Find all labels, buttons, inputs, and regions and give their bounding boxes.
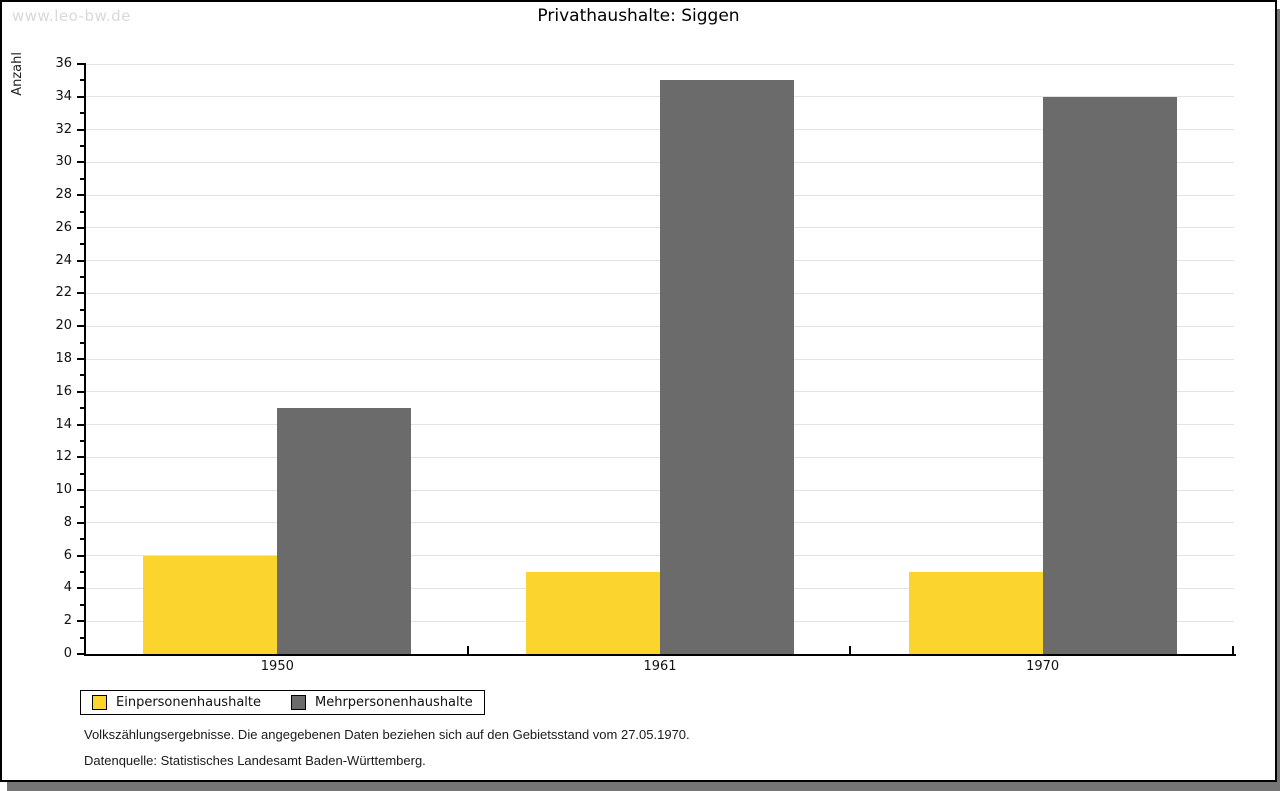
y-minor-tick — [80, 439, 86, 442]
y-major-tick — [77, 194, 86, 197]
y-minor-tick — [80, 603, 86, 606]
bar-mehrpersonenhaushalte-1961 — [660, 80, 794, 654]
x-axis-line — [84, 654, 1236, 656]
bar-einpersonenhaushalte-1961 — [526, 572, 660, 654]
y-tick-label: 24 — [55, 252, 72, 268]
y-major-tick — [77, 95, 86, 98]
y-tick-label: 6 — [63, 547, 72, 563]
y-major-tick — [77, 358, 86, 360]
y-tick-label: 2 — [63, 613, 72, 629]
x-separator-tick — [466, 646, 469, 654]
legend-item-einpersonenhaushalte: Einpersonenhaushalte — [92, 695, 261, 710]
y-minor-tick — [80, 177, 86, 180]
y-minor-tick — [80, 112, 86, 115]
y-major-tick — [77, 620, 86, 623]
y-minor-tick — [80, 505, 86, 508]
y-minor-tick — [80, 243, 86, 246]
y-tick-label: 20 — [55, 318, 72, 334]
legend: Einpersonenhaushalte Mehrpersonenhaushal… — [80, 690, 485, 715]
bar-mehrpersonenhaushalte-1970 — [1042, 96, 1177, 654]
y-tick-label: 12 — [55, 449, 72, 465]
y-major-tick — [77, 259, 86, 262]
bar-einpersonenhaushalte-1950 — [143, 555, 278, 654]
y-minor-tick — [80, 341, 86, 344]
y-major-tick — [77, 161, 86, 164]
y-tick-label: 14 — [55, 416, 72, 432]
y-major-tick — [77, 292, 86, 295]
y-tick-label: 32 — [55, 121, 72, 137]
y-major-tick — [77, 554, 86, 557]
y-minor-tick — [80, 144, 86, 147]
y-tick-label: 0 — [63, 646, 72, 661]
legend-swatch-mehrpersonenhaushalte — [291, 695, 306, 710]
y-major-tick — [77, 226, 86, 229]
y-tick-label: 10 — [55, 482, 72, 498]
y-minor-tick — [80, 407, 86, 410]
y-major-tick — [77, 128, 86, 131]
chart-title: Privathaushalte: Siggen — [537, 6, 740, 26]
legend-swatch-einpersonenhaushalte — [92, 695, 107, 710]
y-major-tick — [77, 521, 86, 524]
y-major-tick — [77, 423, 86, 426]
y-major-tick — [77, 456, 86, 459]
bar-einpersonenhaushalte-1970 — [908, 572, 1043, 654]
y-minor-tick — [80, 571, 86, 574]
y-minor-tick — [80, 79, 86, 82]
y-major-tick — [77, 63, 86, 65]
y-tick-label: 22 — [55, 285, 72, 301]
y-major-tick — [77, 587, 86, 590]
y-tick-label: 28 — [55, 187, 72, 203]
plot-area: 1950 1961 1970 0 2 4 6 8 10 12 14 16 18 20 22 24 26 28 30 3… — [2, 2, 1275, 780]
y-minor-tick — [80, 472, 86, 475]
y-major-tick — [77, 390, 86, 393]
y-tick-label: 18 — [55, 351, 72, 366]
y-tick-label: 8 — [63, 514, 72, 530]
bar-mehrpersonenhaushalte-1950 — [277, 408, 412, 654]
y-minor-tick — [80, 374, 86, 377]
y-minor-tick — [80, 210, 86, 213]
y-tick-label: 30 — [55, 154, 72, 170]
y-major-tick — [77, 653, 86, 655]
x-tick-label: 1950 — [260, 659, 294, 674]
y-tick-label: 16 — [55, 383, 72, 399]
x-separator-tick — [1232, 646, 1234, 654]
gridline — [86, 63, 1234, 65]
y-axis-line — [84, 64, 86, 656]
y-major-tick — [77, 489, 86, 492]
x-tick-label: 1970 — [1026, 659, 1060, 674]
x-separator-tick — [849, 646, 852, 654]
x-tick-label: 1961 — [643, 659, 677, 674]
footnote-gebietsstand: Volkszählungsergebnisse. Die angegebenen… — [84, 727, 690, 742]
y-minor-tick — [80, 276, 86, 279]
footnote-datenquelle: Datenquelle: Statistisches Landesamt Bad… — [84, 753, 426, 768]
y-major-tick — [77, 325, 86, 328]
y-tick-label: 36 — [55, 56, 72, 71]
watermark-text: www.leo-bw.de — [12, 7, 131, 25]
y-tick-label: 34 — [55, 88, 72, 104]
legend-label-mehrpersonenhaushalte: Mehrpersonenhaushalte — [315, 695, 473, 710]
legend-label-einpersonenhaushalte: Einpersonenhaushalte — [116, 695, 261, 710]
y-minor-tick — [80, 308, 86, 311]
legend-item-mehrpersonenhaushalte: Mehrpersonenhaushalte — [291, 695, 473, 710]
y-tick-label: 4 — [63, 580, 72, 596]
y-tick-label: 26 — [55, 219, 72, 235]
y-minor-tick — [80, 636, 86, 639]
y-minor-tick — [80, 538, 86, 541]
